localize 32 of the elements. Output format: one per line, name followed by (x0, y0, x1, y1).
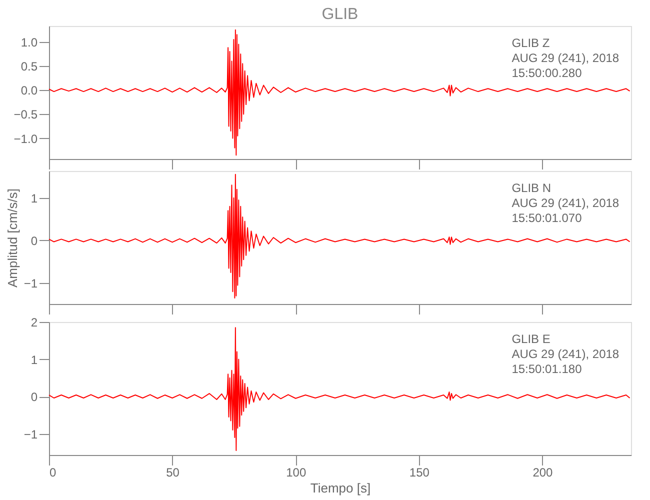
line-series (48, 174, 630, 299)
annotation: GLIB Z (512, 36, 550, 50)
y-tick-label: −1.0 (14, 132, 38, 146)
y-tick-label: −1 (24, 427, 38, 442)
x-tick-label: 200 (532, 466, 554, 480)
line-series (48, 327, 630, 452)
x-axis-title: Tiempo [s] (310, 480, 371, 496)
y-tick-label: 2 (30, 316, 38, 330)
annotation: AUG 29 (241), 2018 (512, 51, 620, 65)
x-tick-label: 0 (50, 466, 56, 480)
x-tick-label: 150 (409, 466, 430, 480)
annotation: 15:50:01.180 (512, 362, 582, 376)
y-tick-label: 1 (30, 191, 38, 206)
x-tick-label: 100 (286, 466, 306, 480)
annotation: GLIB E (512, 332, 550, 346)
y-tick-label: −0.5 (14, 108, 38, 122)
y-tick-label: 0.0 (20, 84, 38, 98)
y-tick-label: 1.0 (20, 35, 38, 50)
line-series (48, 29, 630, 156)
y-tick-label: 0 (30, 390, 38, 404)
annotation: 15:50:00.280 (512, 66, 582, 80)
y-axis-title: Amplitud [cm/s/s] (4, 188, 20, 288)
y-tick-label: 0 (30, 234, 38, 248)
x-tick-label: 50 (166, 466, 180, 480)
y-tick-label: 0.5 (20, 59, 38, 74)
annotation: AUG 29 (241), 2018 (512, 196, 620, 210)
annotation: AUG 29 (241), 2018 (512, 347, 620, 361)
annotation: 15:50:01.070 (512, 211, 582, 225)
chart-title: GLIB (322, 6, 358, 23)
y-tick-label: 1 (30, 352, 38, 367)
annotation: GLIB N (512, 181, 552, 195)
y-tick-label: −1 (24, 276, 38, 291)
